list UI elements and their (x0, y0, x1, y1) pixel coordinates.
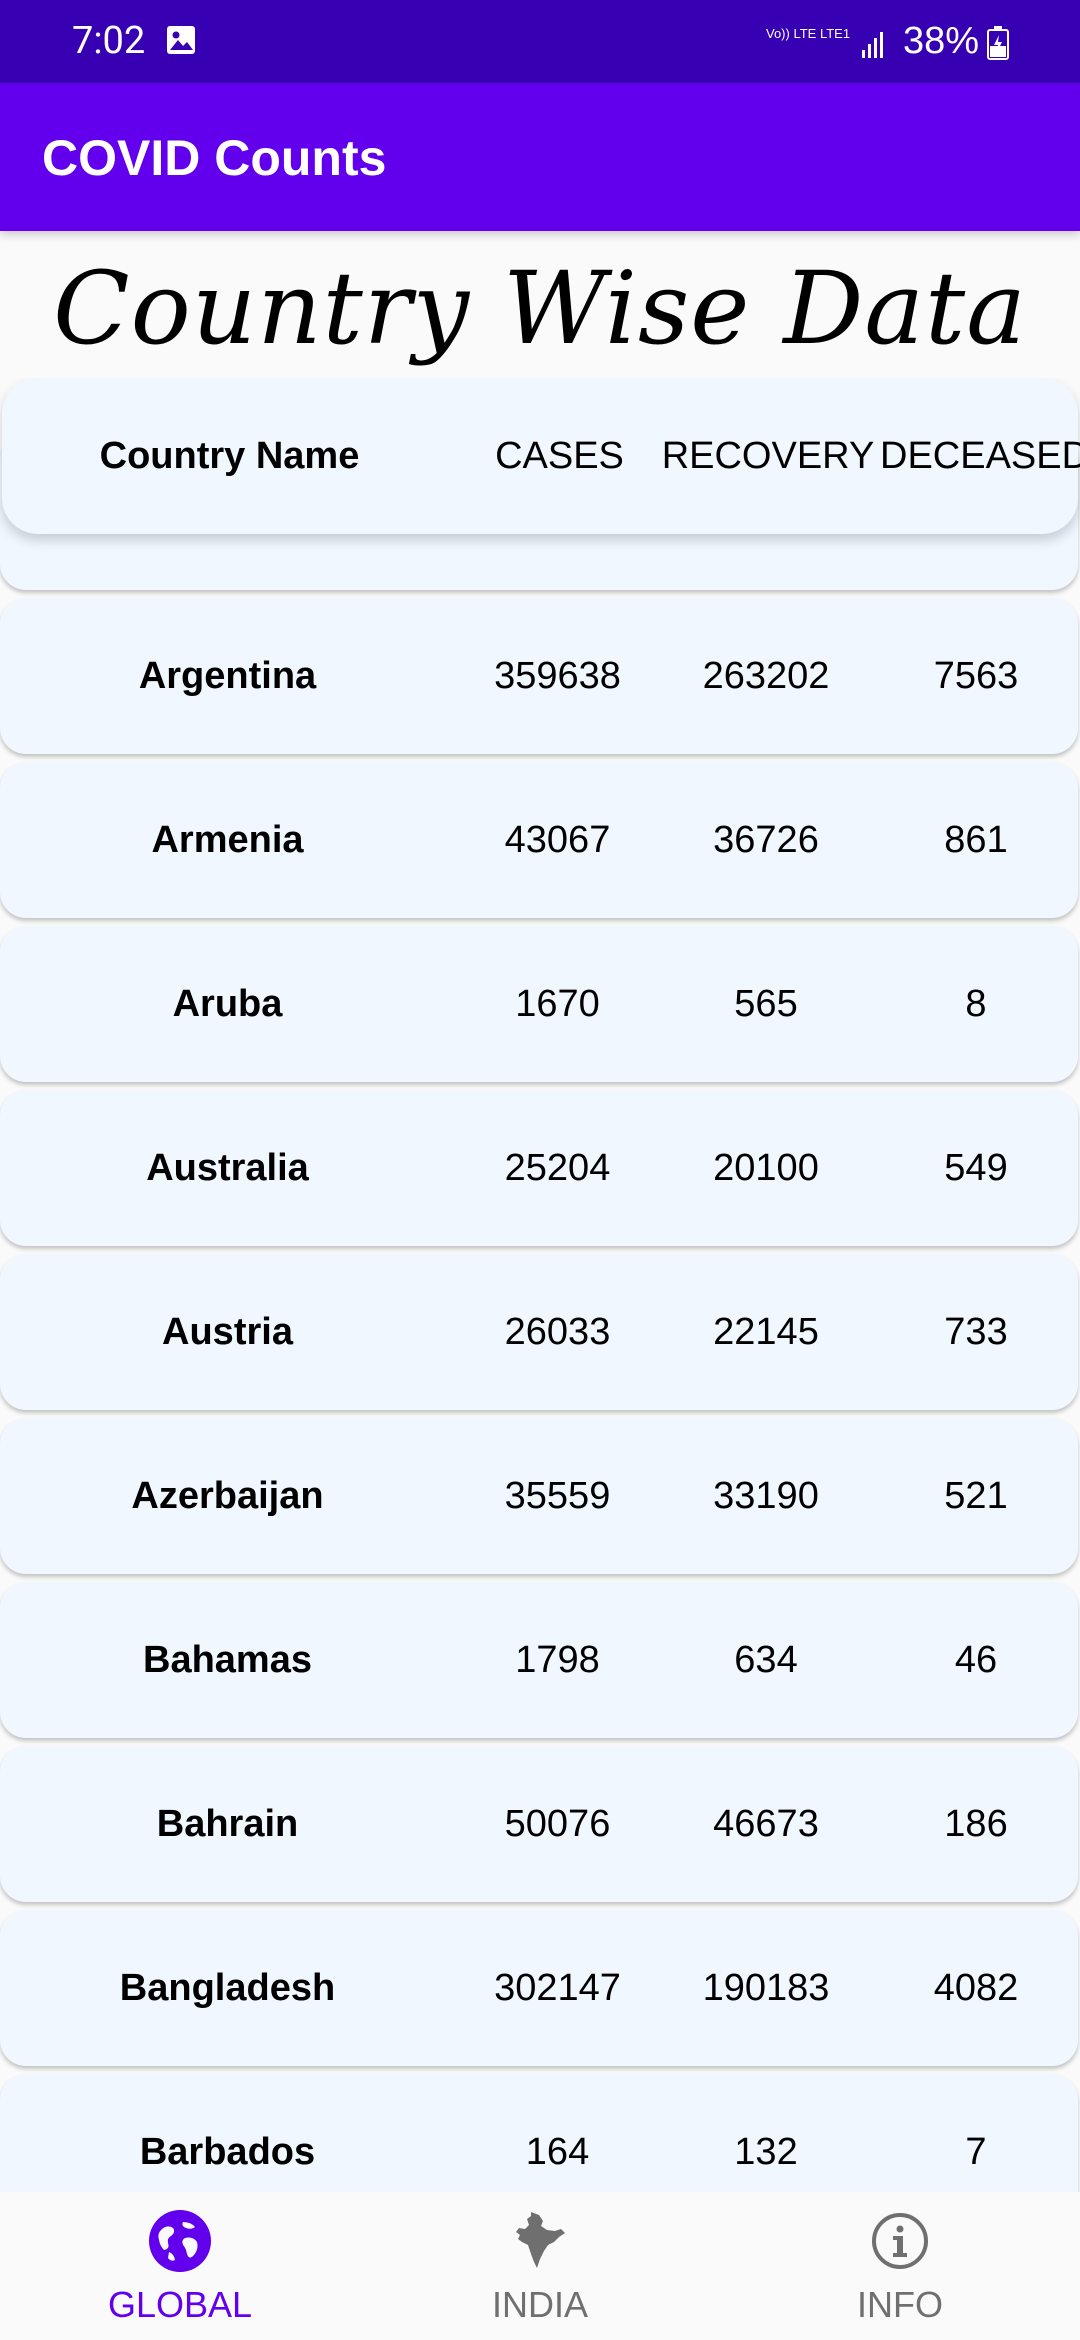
nav-global-label: GLOBAL (107, 2284, 253, 2325)
svg-text:Vo)) LTE LTE1: Vo)) LTE LTE1 (766, 26, 850, 41)
row-recovery: 20100 (713, 1146, 819, 1189)
row-cases: 164 (525, 2130, 590, 2173)
row-cases: 359638 (494, 654, 621, 697)
table-rows[interactable]: Argentina 359638 263202 7563 Armenia 43067 367… (0, 378, 1080, 2192)
nav-india[interactable]: INDIA (360, 2192, 720, 2340)
country-table[interactable]: Country Name CASES RECOVERY DECEASED Arg… (0, 378, 1080, 2192)
row-recovery: 46673 (713, 1802, 819, 1845)
table-row[interactable]: Austria 26033 22145 733 (0, 1254, 1078, 1410)
battery-percent: 38% (903, 20, 980, 62)
header-deceased: DECEASED (880, 434, 1080, 477)
row-deceased: 521 (944, 1474, 1008, 1517)
row-country: Bahamas (143, 1638, 312, 1681)
info-icon (872, 2213, 928, 2269)
row-deceased: 46 (954, 1638, 998, 1681)
row-deceased: 733 (944, 1310, 1008, 1353)
row-country: Barbados (139, 2130, 316, 2173)
nav-india-label: INDIA (491, 2284, 588, 2325)
header-country: Country Name (99, 434, 360, 477)
row-country: Armenia (151, 818, 304, 861)
row-deceased: 186 (944, 1802, 1008, 1845)
page-heading: Country Wise Data (53, 250, 1027, 367)
header-cases: CASES (495, 434, 624, 477)
battery-icon (987, 26, 1009, 60)
row-cases: 25204 (504, 1146, 611, 1189)
row-cases: 302147 (494, 1966, 621, 2009)
row-recovery: 565 (734, 982, 798, 1025)
row-country: Australia (146, 1146, 309, 1189)
row-cases: 35559 (504, 1474, 611, 1517)
table-row[interactable]: Australia 25204 20100 549 (0, 1090, 1078, 1246)
row-country: Bangladesh (119, 1966, 336, 2009)
table-header: Country Name CASES RECOVERY DECEASED (2, 378, 1080, 534)
image-notification-icon (167, 26, 195, 54)
row-cases: 50076 (504, 1802, 611, 1845)
header-recovery: RECOVERY (661, 434, 875, 477)
row-country: Aruba (172, 982, 283, 1025)
table-row[interactable]: Bahamas 1798 634 46 (0, 1582, 1078, 1738)
table-row[interactable]: Bahrain 50076 46673 186 (0, 1746, 1078, 1902)
row-recovery: 634 (734, 1638, 798, 1681)
row-deceased: 7563 (933, 654, 1019, 697)
india-map-icon (516, 2212, 565, 2268)
nav-global[interactable]: GLOBAL (0, 2192, 360, 2340)
network-signal-icon: Vo)) LTE LTE1 (766, 26, 883, 58)
row-recovery: 22145 (713, 1310, 819, 1353)
row-recovery: 33190 (713, 1474, 819, 1517)
row-recovery: 36726 (713, 818, 819, 861)
nav-info[interactable]: INFO (720, 2192, 1080, 2340)
table-row[interactable]: Armenia 43067 36726 861 (0, 762, 1078, 918)
globe-icon (149, 2210, 211, 2272)
bottom-navigation: GLOBAL INDIA INFO (0, 2192, 1080, 2340)
row-country: Azerbaijan (131, 1474, 324, 1517)
row-deceased: 549 (944, 1146, 1008, 1189)
row-country: Argentina (138, 654, 317, 697)
app-title: COVID Counts (42, 130, 387, 186)
table-row[interactable]: Argentina 359638 263202 7563 (0, 598, 1078, 754)
row-cases: 26033 (504, 1310, 611, 1353)
status-time: 7:02 (72, 19, 146, 63)
table-row[interactable]: Barbados 164 132 7 (0, 2074, 1078, 2192)
row-deceased: 4082 (933, 1966, 1019, 2009)
row-recovery: 263202 (702, 654, 830, 697)
row-deceased: 8 (965, 982, 987, 1025)
row-cases: 1798 (515, 1638, 600, 1681)
nav-info-label: INFO (857, 2284, 943, 2325)
row-recovery: 190183 (702, 1966, 830, 2009)
row-cases: 43067 (504, 818, 611, 861)
status-bar: 7:02 Vo)) LTE LTE1 38% (0, 0, 1080, 83)
row-recovery: 132 (734, 2130, 798, 2173)
row-deceased: 7 (965, 2130, 987, 2173)
row-country: Bahrain (156, 1802, 299, 1845)
app-bar: COVID Counts (0, 83, 1080, 231)
table-row[interactable]: Bangladesh 302147 190183 4082 (0, 1910, 1078, 2066)
row-cases: 1670 (515, 982, 600, 1025)
table-row[interactable]: Azerbaijan 35559 33190 521 (0, 1418, 1078, 1574)
table-row[interactable]: Aruba 1670 565 8 (0, 926, 1078, 1082)
row-deceased: 861 (944, 818, 1008, 861)
row-country: Austria (162, 1310, 293, 1353)
